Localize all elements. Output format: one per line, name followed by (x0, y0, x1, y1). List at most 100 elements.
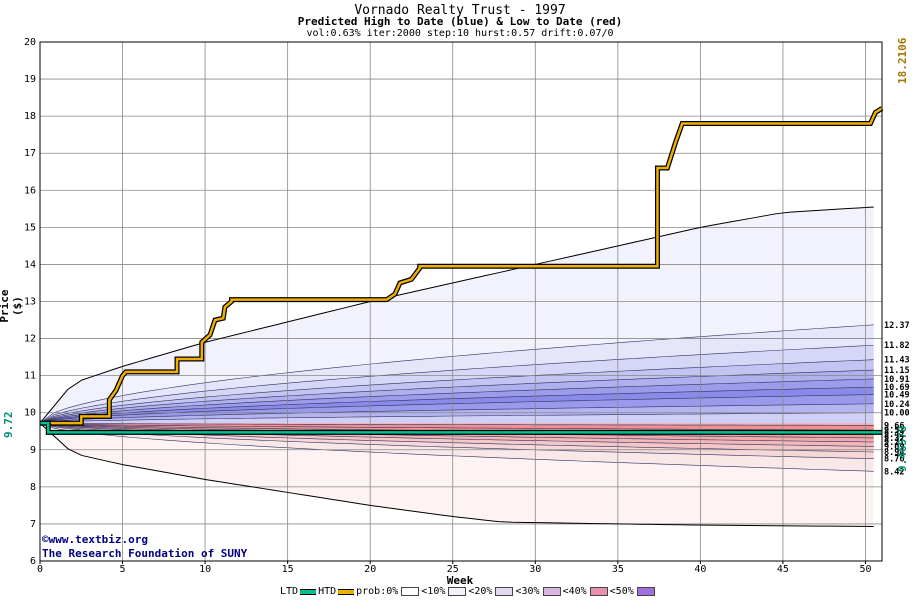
y-tick-label-17: 17 (24, 148, 36, 159)
right-label-low-1: 9.53 (884, 426, 904, 436)
band-edge-16 (39, 422, 874, 459)
chart-grid (39, 41, 882, 562)
envelope-upper (39, 206, 874, 424)
right-label-low-4: 9.21 (884, 438, 904, 448)
credit: ©www.textbiz.org The Research Foundation… (42, 533, 247, 561)
band-edge-0 (39, 324, 874, 424)
right-label-low-3: 9.32 (884, 434, 904, 444)
y-tick-label-14: 14 (24, 259, 36, 270)
chart-subtitle: Predicted High to Date (blue) & Low to D… (297, 15, 623, 28)
band-edge-2 (39, 359, 874, 424)
right-label-high-5: 10.69 (884, 383, 910, 393)
right-label-high-0: 12.37 (884, 321, 910, 331)
legend-ltd-label: LTD (280, 586, 299, 597)
series-htd-line (40, 107, 883, 425)
y-tick-label-6: 6 (30, 556, 36, 567)
legend-prob0-swatch (401, 587, 420, 596)
legend: LTD HTD prob:0% <10% <20% <30% <40% <50% (280, 586, 655, 597)
legend-ltd-swatch (300, 588, 317, 595)
band-edge-7 (39, 403, 874, 424)
legend-p30-label: <30% (515, 586, 540, 597)
band-high-0 (40, 206, 874, 424)
axis-ticks: 0 5 10 15 20 25 30 35 40 45 50 6 7 8 9 10 11 12 13 14 15 16 17… (24, 37, 872, 575)
legend-p10-swatch (448, 587, 467, 596)
right-label-high-8: 10.00 (884, 409, 910, 419)
band-high-5 (40, 378, 874, 424)
band-edge-1 (39, 344, 874, 424)
envelope-lower (39, 422, 874, 528)
y-tick-label-10: 10 (24, 408, 36, 419)
y-tick-label-15: 15 (24, 222, 36, 233)
band-high-1 (40, 324, 874, 424)
max-htd-label: 18.2106 (896, 37, 909, 84)
legend-p30-swatch (542, 587, 561, 596)
right-label-high-1: 11.82 (884, 341, 910, 351)
chart-params: vol:0.63% iter:2000 step:10 hurst:0.57 d… (306, 28, 614, 39)
y-axis-label: Price ($) (0, 289, 24, 323)
x-tick-label-40: 40 (694, 564, 706, 575)
x-tick-label-25: 25 (447, 564, 459, 575)
band-low-8 (40, 423, 874, 472)
series-ltd-line (40, 421, 882, 434)
right-label-high-2: 11.43 (884, 356, 910, 366)
legend-prob0-label: prob:0% (356, 586, 399, 597)
band-low-1 (40, 423, 874, 431)
series-lines (40, 106, 884, 435)
credit-org: The Research Foundation of SUNY (42, 547, 248, 560)
x-tick-label-30: 30 (529, 564, 541, 575)
chart-title: Vornado Realty Trust - 1997 (354, 3, 566, 18)
current-ltd-label: 9.46578 (896, 425, 909, 472)
right-label-low-6: 8.94 (884, 448, 904, 458)
y-tick-label-16: 16 (24, 185, 36, 196)
x-tick-label-10: 10 (199, 564, 211, 575)
y-tick-label-7: 7 (30, 519, 36, 530)
band-low-4 (40, 423, 874, 443)
legend-htd-label: HTD (318, 586, 337, 597)
right-label-low-5: 9.09 (884, 442, 904, 452)
band-high-9 (40, 412, 874, 424)
right-label-low-2: 9.42 (884, 430, 904, 440)
legend-p40-label: <40% (562, 586, 587, 597)
band-low-5 (40, 423, 874, 447)
right-label-high-3: 11.15 (884, 366, 910, 376)
legend-p20-label: <20% (468, 586, 493, 597)
band-high-4 (40, 370, 874, 424)
y-tick-label-18: 18 (24, 111, 36, 122)
band-edge-9 (39, 422, 874, 426)
y-tick-label-20: 20 (24, 37, 36, 48)
legend-p50-swatch (636, 587, 655, 596)
x-tick-label-45: 45 (777, 564, 789, 575)
legend-p20-swatch (495, 587, 514, 596)
y-tick-label-11: 11 (24, 371, 36, 382)
x-tick-label-5: 5 (120, 564, 126, 575)
y-tick-label-19: 19 (24, 74, 36, 85)
envelope-lines (39, 206, 874, 528)
band-high-7 (40, 394, 874, 424)
band-edge-8 (39, 412, 874, 424)
x-tick-label-0: 0 (37, 564, 43, 575)
start-price-label: 9.72 (2, 411, 15, 439)
legend-p10-label: <10% (421, 586, 446, 597)
y-tick-label-12: 12 (24, 334, 36, 345)
chart-axes (39, 41, 883, 562)
right-label-high-7: 10.24 (884, 400, 910, 410)
band-high-2 (40, 345, 874, 424)
right-label-high-6: 10.49 (884, 391, 910, 401)
legend-p50-label: <50% (609, 586, 634, 597)
band-edge-4 (39, 378, 874, 424)
right-label-low-7: 8.76 (884, 455, 904, 465)
right-band-labels: 12.37 11.82 11.4311.1510.9110.6910.4910.24… (884, 321, 910, 477)
right-label-high-4: 10.91 (884, 375, 910, 385)
right-label-low-0: 9.66 (884, 421, 904, 431)
plot-frame (39, 41, 883, 562)
x-tick-label-50: 50 (859, 564, 871, 575)
y-tick-label-13: 13 (24, 297, 36, 308)
x-axis-label: Week (446, 574, 474, 587)
y-tick-label-9: 9 (30, 445, 36, 456)
band-low-6 (40, 423, 874, 453)
band-edge-17 (39, 422, 874, 472)
band-edge-5 (39, 386, 874, 424)
band-high-8 (40, 403, 874, 424)
credit-url[interactable]: ©www.textbiz.org (42, 533, 148, 546)
